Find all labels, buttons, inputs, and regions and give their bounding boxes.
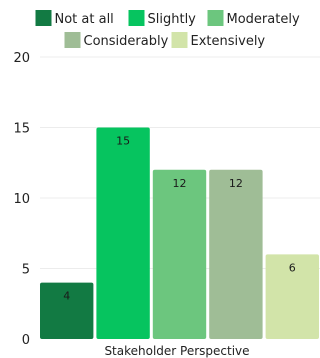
bar [152,169,207,339]
y-tick-label: 20 [13,51,30,66]
legend-label: Extensively [191,34,266,49]
bar-value-label: 12 [173,177,187,190]
bar [96,127,150,339]
y-tick-label: 5 [22,263,30,278]
y-axis-ticks: 0 5 10 15 20 [13,51,30,348]
bar-value-label: 6 [289,261,296,274]
legend-label: Considerably [84,34,169,49]
bar [40,282,94,339]
bar-value-label: 4 [63,290,70,303]
legend-label: Not at all [55,12,114,27]
legend-swatch [171,32,188,48]
legend-swatch [64,32,81,48]
bar [265,254,319,339]
bars: 4 15 12 12 6 [40,127,319,339]
legend-swatch [207,10,224,26]
bar-value-label: 12 [229,177,243,190]
legend-swatch [128,10,145,26]
y-tick-label: 0 [22,333,30,348]
legend: Not at all Slightly Moderately Considerably… [35,10,300,49]
y-tick-label: 15 [13,122,30,137]
bar [209,169,263,339]
legend-swatch [35,10,52,26]
y-tick-label: 10 [13,192,30,207]
legend-label: Moderately [227,12,300,27]
bar-value-label: 15 [116,135,130,148]
x-axis-title: Stakeholder Perspective [104,344,249,358]
legend-label: Slightly [148,12,197,27]
